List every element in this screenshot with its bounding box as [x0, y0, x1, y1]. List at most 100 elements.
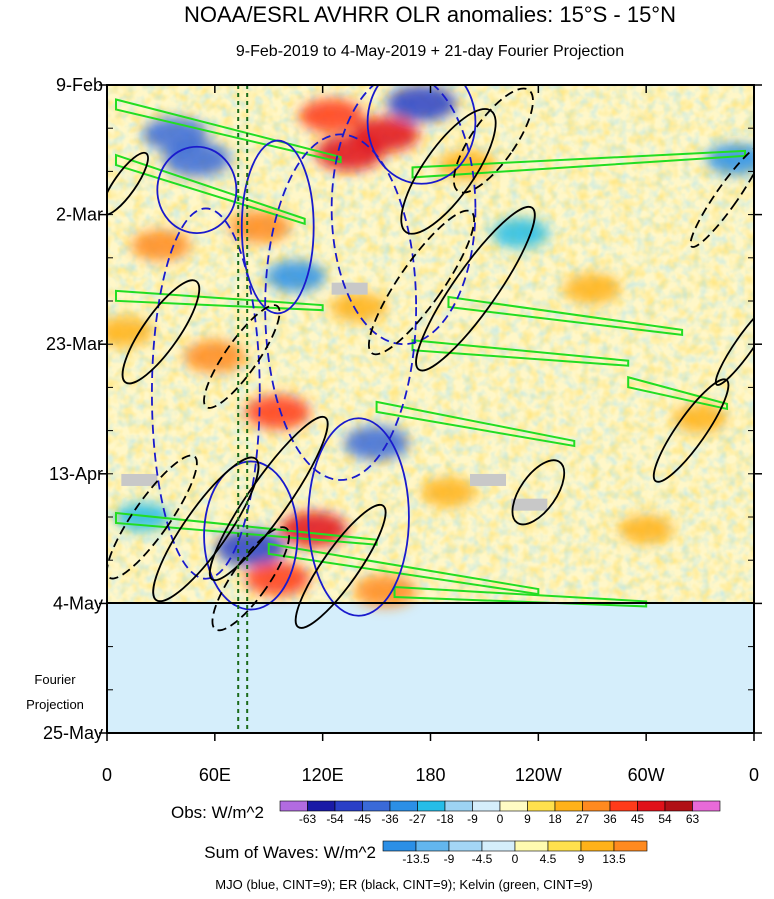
colorbar-level: -45	[354, 812, 372, 826]
mjo-contour-1	[240, 139, 315, 315]
y-tick-label: 23-Mar	[46, 334, 103, 354]
colorbar-swatch	[307, 800, 336, 812]
er-contour-3	[368, 209, 476, 356]
waves-colorbar: -13.5 -9 -4.5 0 4.5 9 13.5	[382, 840, 648, 866]
er-contour-14	[107, 151, 149, 216]
colorbar-swatch	[444, 800, 473, 812]
x-tick-label: 120W	[515, 765, 562, 785]
colorbar-level: 27	[576, 812, 590, 826]
anomaly-blob-18	[216, 529, 286, 566]
colorbar-swatch	[382, 840, 417, 852]
missing-patch-2	[470, 473, 507, 486]
colorbar-level: 18	[548, 812, 562, 826]
obs-colorbar-label: Obs: W/m^2	[171, 803, 264, 822]
x-tick-label: 60E	[199, 765, 231, 785]
anomaly-blob-8	[131, 229, 191, 262]
mjo-contours	[151, 85, 477, 617]
kelvin-band-4	[447, 295, 684, 336]
colorbar-level: -9	[444, 852, 455, 866]
colorbar-swatch	[472, 800, 501, 812]
legend-note: MJO (blue, CINT=9); ER (black, CINT=9); …	[215, 877, 592, 892]
missing-patch-3	[511, 498, 548, 511]
er-contour-8	[107, 454, 198, 580]
mjo-contour-5	[151, 207, 261, 580]
colorbar-swatch	[527, 800, 556, 812]
anomaly-blob-25	[107, 316, 154, 347]
y-tick-label: 25-May	[43, 723, 103, 743]
er-contour-12	[689, 144, 754, 248]
colorbar-swatch	[692, 800, 721, 812]
anomaly-blob-15	[564, 273, 621, 304]
chart-title: NOAA/ESRL AVHRR OLR anomalies: 15°S - 15…	[184, 2, 676, 27]
colorbar-level: -63	[299, 812, 317, 826]
anomaly-blob-23	[619, 514, 674, 544]
colorbar-swatch	[613, 840, 648, 852]
colorbar-level: -54	[326, 812, 344, 826]
colorbar-swatch	[547, 840, 582, 852]
y-axis: 9-Feb 2-Mar 23-Mar 13-Apr 4-May 25-May	[43, 75, 762, 743]
colorbar-level: 45	[631, 812, 645, 826]
kelvin-band-8	[114, 511, 378, 546]
colorbar-level: -13.5	[402, 852, 430, 866]
colorbar-level: 9	[578, 852, 585, 866]
colorbar-level: -18	[436, 812, 454, 826]
er-contour-13	[714, 302, 754, 386]
kelvin-contours	[114, 98, 747, 608]
anomaly-blob-7	[492, 218, 549, 249]
kelvin-band-9	[267, 542, 540, 596]
y-tick-label: 2-Mar	[56, 205, 103, 225]
er-contour-1	[452, 87, 534, 194]
colorbar-swatch	[554, 800, 583, 812]
colorbar-swatch	[389, 800, 418, 812]
colorbar-swatch	[415, 840, 450, 852]
plot-area	[107, 85, 754, 733]
er-contour-9	[294, 503, 387, 629]
anomaly-blob-10	[266, 260, 326, 292]
y-tick-label: 13-Apr	[49, 464, 103, 484]
anomaly-blob-12	[184, 340, 246, 373]
mjo-contour-2	[264, 133, 418, 481]
kelvin-band-0	[114, 98, 342, 164]
colorbar-level: -4.5	[472, 852, 493, 866]
colorbar-swatch	[582, 800, 611, 812]
colorbar-swatch	[417, 800, 446, 812]
colorbar-swatch	[448, 840, 483, 852]
colorbar-swatch	[499, 800, 528, 812]
colorbar-level: -36	[381, 812, 399, 826]
anomaly-blob-2	[299, 99, 364, 133]
mjo-contour-3	[366, 85, 477, 185]
colorbar-level: 0	[497, 812, 504, 826]
projection-background	[107, 603, 754, 733]
anomaly-blob-14	[344, 426, 409, 460]
anomaly-blob-13	[245, 395, 310, 429]
missing-data-patches	[121, 282, 548, 511]
projection-label-line1: Fourier	[34, 672, 76, 687]
kelvin-band-6	[375, 400, 576, 448]
anomaly-blob-21	[354, 574, 417, 608]
colorbar-swatch	[609, 800, 638, 812]
er-contour-4	[121, 279, 201, 385]
kelvin-band-1	[114, 153, 306, 226]
anomaly-blob-4	[352, 116, 419, 152]
missing-patch-1	[121, 473, 158, 486]
x-tick-label: 180	[415, 765, 445, 785]
x-axis: 0 60E 120E 180 120W 60W 0	[102, 85, 759, 785]
kelvin-band-10	[393, 585, 648, 608]
x-tick-label: 0	[749, 765, 759, 785]
waves-colorbar-label: Sum of Waves: W/m^2	[204, 843, 376, 862]
er-contour-10	[511, 459, 566, 526]
colorbar-level: -9	[467, 812, 478, 826]
colorbar-swatch	[637, 800, 666, 812]
y-tick-label: 9-Feb	[56, 75, 103, 95]
reference-lines	[237, 85, 249, 733]
colorbar-swatch	[334, 800, 363, 812]
mjo-contour-7	[307, 417, 410, 617]
anomaly-blob-24	[706, 143, 754, 175]
colorbar-swatch	[362, 800, 391, 812]
anomaly-blob-22	[421, 477, 476, 507]
er-contour-15	[211, 526, 291, 632]
x-tick-label: 60W	[628, 765, 665, 785]
colorbar-swatch	[664, 800, 693, 812]
colorbar-level: 4.5	[540, 852, 557, 866]
